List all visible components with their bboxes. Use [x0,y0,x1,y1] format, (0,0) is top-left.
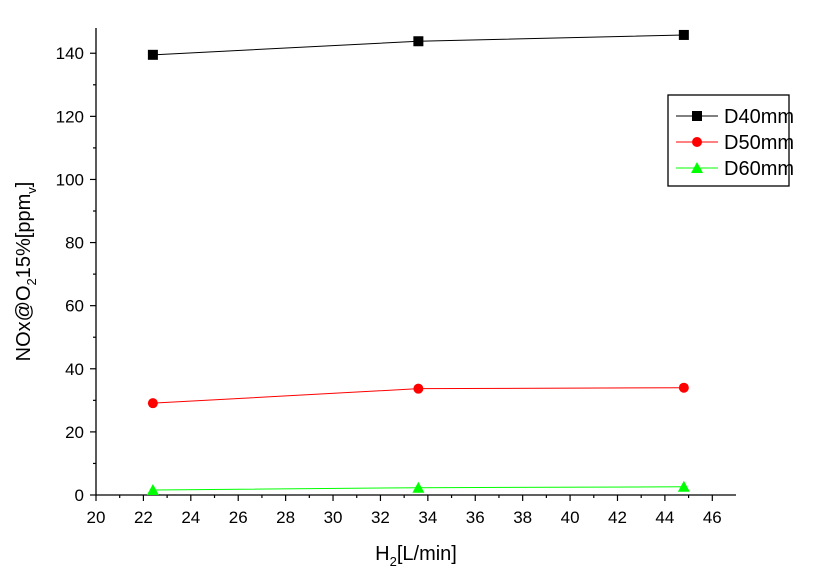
y-axis-title-a: NOx@O [13,285,35,361]
legend-marker-d40mm [692,111,702,121]
x-tick-label: 24 [181,508,200,527]
x-tick-label: 30 [324,508,343,527]
x-axis-title-rest: [L/min] [397,543,457,565]
x-tick-label: 36 [466,508,485,527]
data-point-d60mm [677,480,690,492]
legend-label-d60mm: D60mm [724,158,794,180]
y-axis-title-c: ] [13,182,35,188]
x-tick-label: 26 [229,508,248,527]
data-point-d40mm [147,49,158,60]
y-axis-title-b: 15%[ppm [13,194,35,279]
x-tick-label: 40 [561,508,580,527]
legend-item-d60mm: D60mm [676,158,794,180]
axes [95,28,736,496]
x-axis-title-main: H [375,543,389,565]
legend-label-d50mm: D50mm [724,132,794,154]
legend-box [667,94,790,187]
legend-marker-d60mm [691,162,703,173]
legend-items: D40mm D50mm D60mm [676,106,794,180]
x-axis-title: H2[L/min] [375,543,457,569]
y-tick-label: 20 [65,423,84,442]
y-tick-label: 60 [65,297,84,316]
data-point-d40mm [413,36,424,47]
data-point-d50mm [678,382,689,393]
series-d60mm [146,480,690,495]
y-tick-label: 80 [65,234,84,253]
x-tick-label: 20 [87,508,106,527]
data-point-d60mm [146,483,159,495]
series-d50mm [147,382,689,409]
legend-label-d40mm: D40mm [724,106,794,128]
series-layer [146,29,690,495]
legend-item-d40mm: D40mm [676,106,794,128]
y-axis-title-sub1: 2 [24,278,39,285]
x-axis-title-sub: 2 [390,554,397,569]
x-tick-label: 34 [418,508,437,527]
y-tick-label: 40 [65,360,84,379]
x-tick-label: 28 [276,508,295,527]
y-tick-label: 100 [56,170,84,189]
y-ticks: 0 20 40 60 80 100 120 140 [56,44,96,505]
x-tick-label: 44 [655,508,674,527]
data-point-d50mm [147,398,158,409]
y-tick-label: 0 [75,486,84,505]
legend-item-d50mm: D50mm [676,132,794,154]
x-tick-label: 38 [513,508,532,527]
y-tick-label: 140 [56,44,84,63]
x-tick-label: 22 [134,508,153,527]
x-ticks: 20 22 24 26 28 30 32 34 36 38 40 42 44 46 [87,495,722,527]
legend: D40mm D50mm D60mm [667,94,794,187]
y-axis-title-sub2: v [24,187,39,194]
x-tick-label: 32 [371,508,390,527]
legend-marker-d50mm [692,137,702,147]
data-point-d50mm [413,383,424,394]
data-point-d60mm [412,481,425,493]
data-point-d40mm [678,29,689,40]
y-tick-label: 120 [56,107,84,126]
series-d40mm [147,29,689,60]
y-axis-title: NOx@O215%[ppmv] [13,182,39,362]
x-tick-label: 42 [608,508,627,527]
x-tick-label: 46 [703,508,722,527]
